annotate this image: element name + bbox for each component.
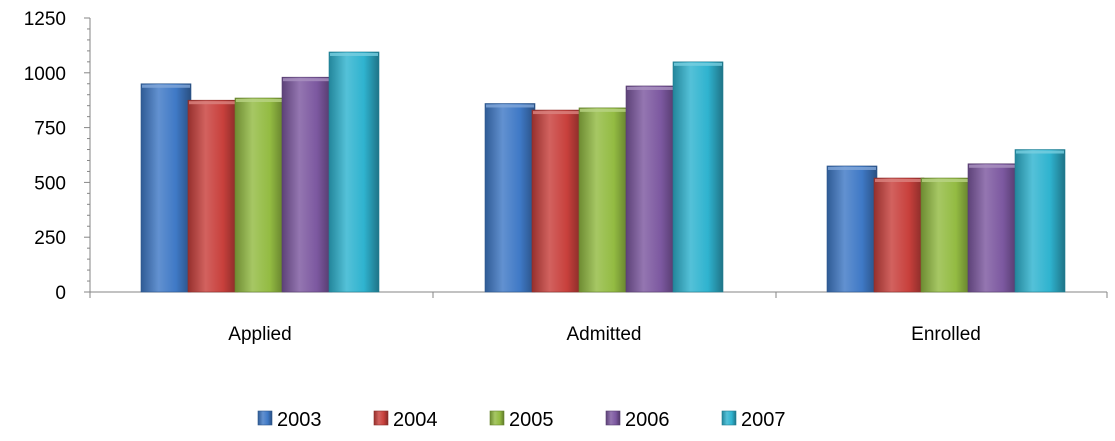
bars	[140, 51, 1066, 293]
bar-highlight	[533, 111, 581, 115]
legend-swatch	[373, 410, 389, 426]
bar-admitted-2004	[531, 109, 583, 293]
bar-highlight	[189, 101, 237, 105]
bar-applied-2007	[328, 51, 380, 293]
legend-item-2004: 2004	[373, 409, 438, 431]
legend-label: 2003	[277, 409, 322, 431]
legend-label: 2007	[741, 409, 786, 431]
bar-highlight	[875, 179, 923, 183]
axis-labels: 0 250 500 750 1000 1250 Applied Admitted Enrolle…	[24, 9, 981, 345]
bar-enrolled-2006	[967, 163, 1019, 293]
bar-enrolled-2005	[920, 177, 972, 293]
bar-enrolled-2007	[1014, 149, 1066, 293]
legend-label: 2004	[393, 409, 438, 431]
y-tick-label: 750	[34, 119, 66, 140]
legend-item-2007: 2007	[721, 409, 786, 431]
bar-applied-2005	[234, 97, 286, 293]
legend: 2003 2004 2005 2006 2007	[257, 409, 786, 431]
bar-highlight	[580, 108, 628, 112]
bar-highlight	[922, 179, 970, 183]
bar-highlight	[142, 84, 190, 88]
bar-highlight	[1016, 150, 1064, 154]
bar-highlight	[627, 86, 675, 90]
legend-item-2006: 2006	[605, 409, 670, 431]
bar-highlight	[674, 62, 722, 66]
bar-highlight	[330, 52, 378, 56]
bar-enrolled-2003	[826, 165, 878, 293]
legend-swatch	[489, 410, 505, 426]
y-tick-label: 1250	[24, 9, 66, 30]
y-tick-label: 0	[55, 283, 66, 304]
legend-swatch	[721, 410, 737, 426]
bar-admitted-2007	[672, 61, 724, 293]
bar-applied-2004	[187, 99, 239, 293]
bar-admitted-2005	[578, 107, 630, 293]
bar-highlight	[283, 78, 331, 82]
legend-item-2005: 2005	[489, 409, 554, 431]
bar-admitted-2003	[484, 103, 536, 293]
bar-enrolled-2004	[873, 177, 925, 293]
x-tick-label: Admitted	[567, 324, 642, 345]
x-tick-label: Enrolled	[911, 324, 981, 345]
bar-applied-2006	[281, 76, 333, 293]
y-tick-label: 500	[34, 173, 66, 194]
x-tick-label: Applied	[228, 324, 291, 345]
bar-highlight	[486, 104, 534, 108]
bar-applied-2003	[140, 83, 192, 293]
y-tick-label: 250	[34, 228, 66, 249]
bar-highlight	[969, 164, 1017, 168]
bar-highlight	[828, 166, 876, 170]
legend-item-2003: 2003	[257, 409, 322, 431]
bar-admitted-2006	[625, 85, 677, 293]
y-tick-label: 1000	[24, 64, 66, 85]
legend-swatch	[257, 410, 273, 426]
legend-label: 2005	[509, 409, 554, 431]
legend-label: 2006	[625, 409, 670, 431]
legend-swatch	[605, 410, 621, 426]
bar-highlight	[236, 99, 284, 103]
